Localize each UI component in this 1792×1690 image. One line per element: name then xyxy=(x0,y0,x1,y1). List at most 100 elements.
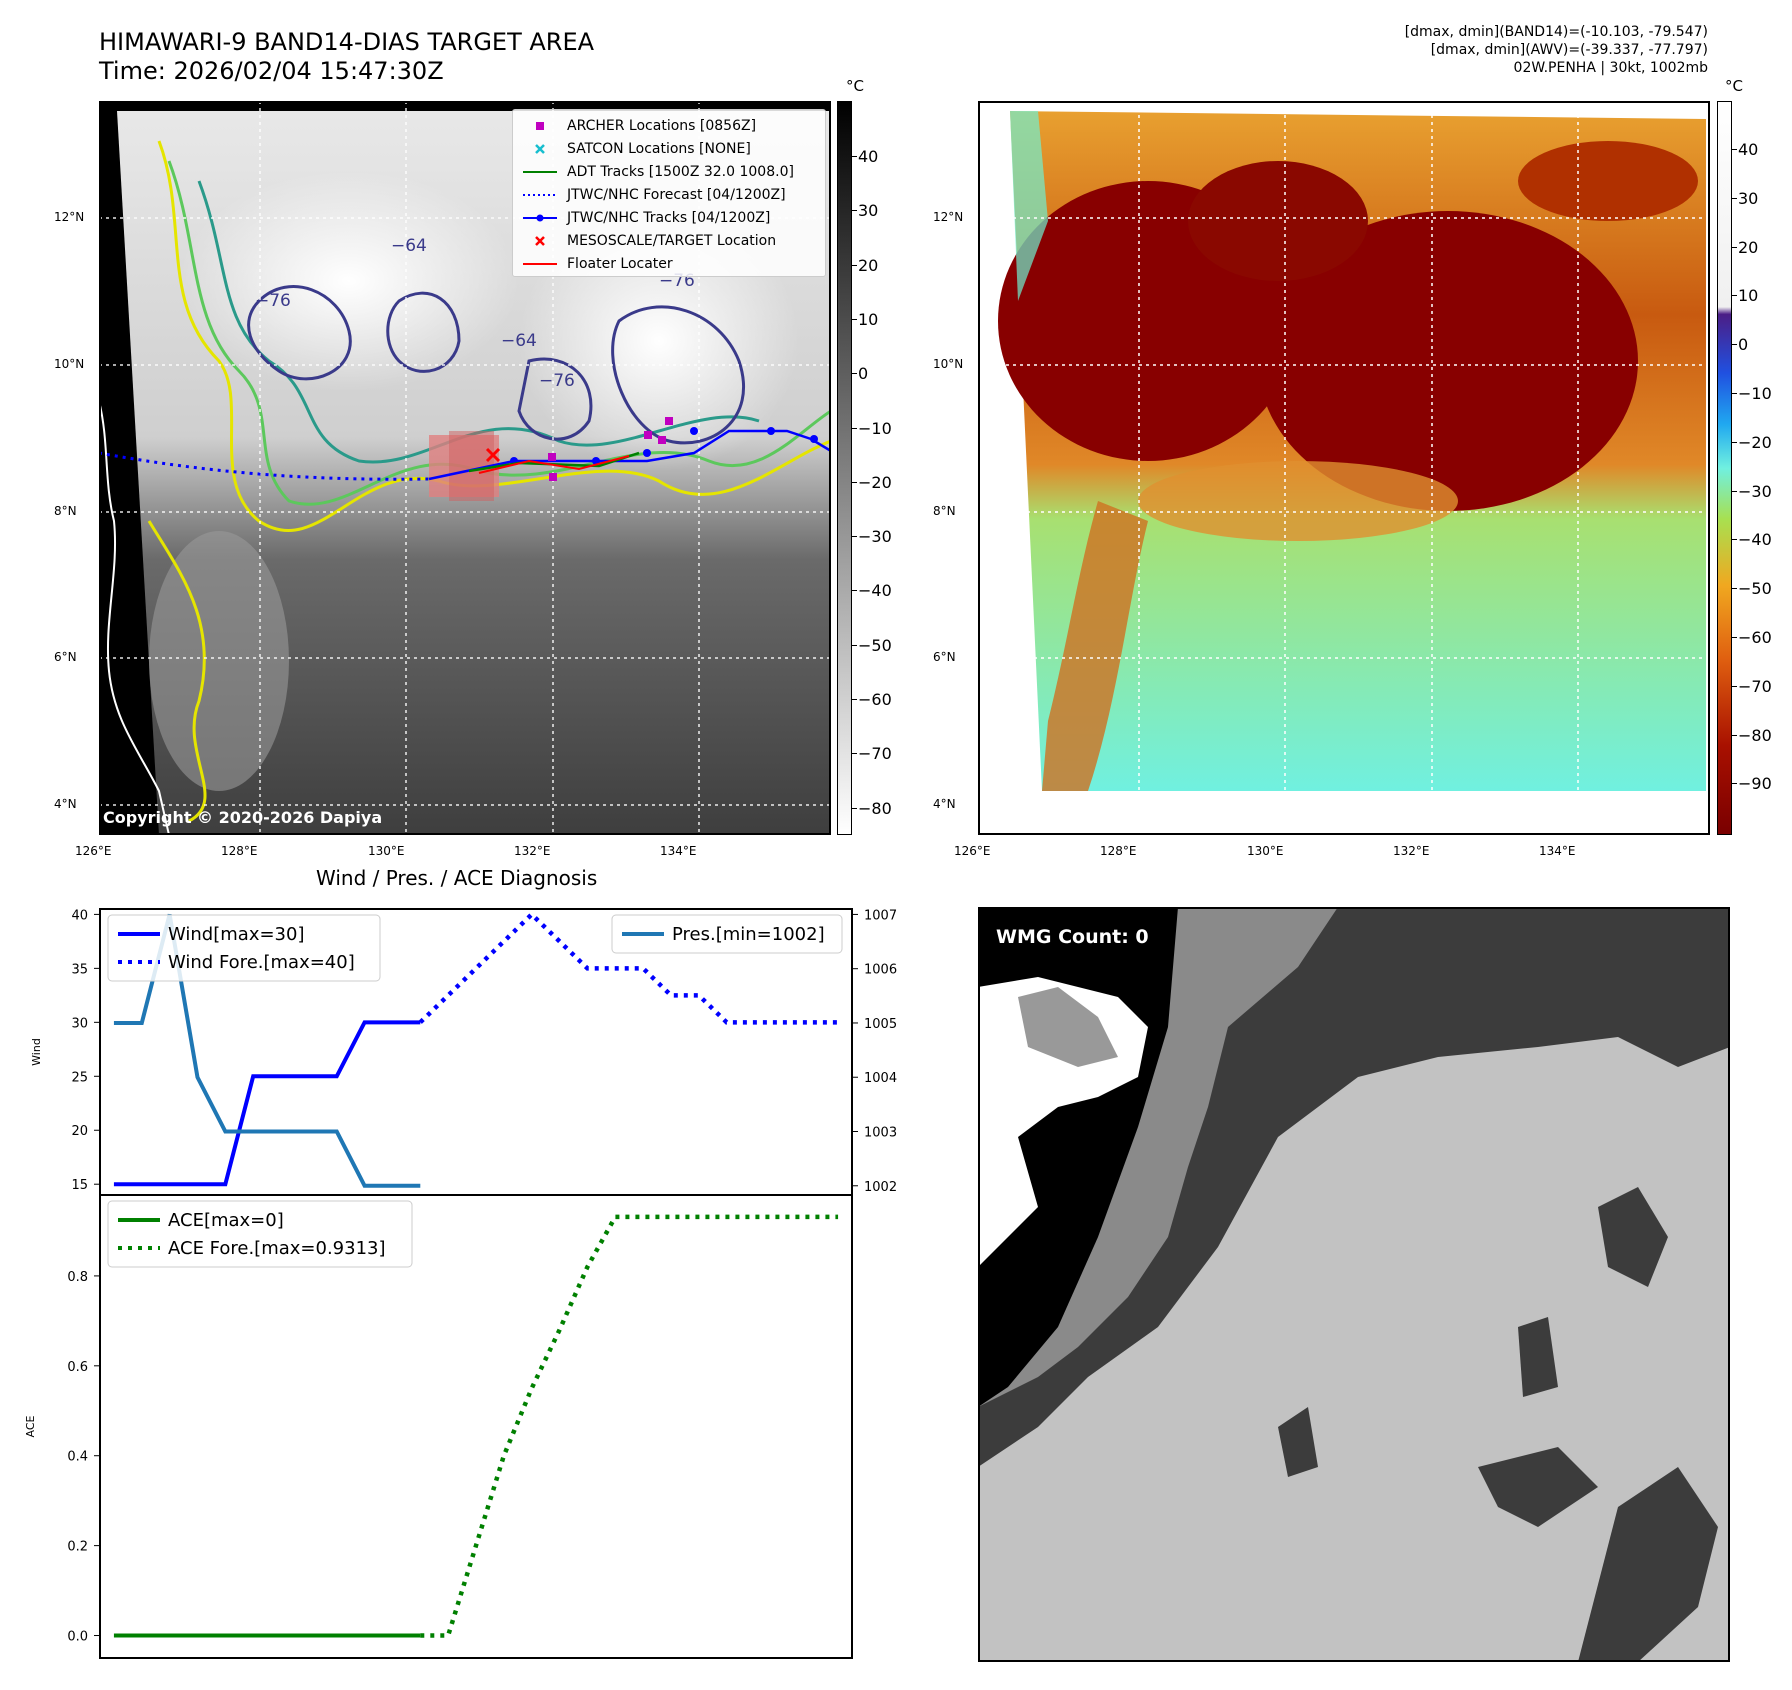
awv-colorbar-tick-mark xyxy=(1732,344,1737,346)
legend-label: Pres.[min=1002] xyxy=(672,924,825,945)
awv-colorbar-tick-label: −20 xyxy=(1738,432,1772,452)
ace-axis-label: ACE xyxy=(24,1415,37,1437)
wind-tick-label: 20 xyxy=(71,1124,88,1139)
band14-colorbar-tick-mark xyxy=(852,264,857,266)
awv-imagery xyxy=(978,101,1710,835)
band14-range-info: [dmax, dmin](BAND14)=(-10.103, -79.547) xyxy=(1404,24,1708,40)
lon-label: 126°E xyxy=(954,844,991,858)
pressure-tick-label: 1006 xyxy=(864,963,897,978)
lon-label: 128°E xyxy=(221,844,258,858)
wind-axis-label: Wind xyxy=(30,1038,43,1066)
legend-symbol-icon xyxy=(523,171,557,173)
awv-colorbar-tick-mark xyxy=(1732,197,1737,199)
lat-label: 12°N xyxy=(54,210,85,224)
legend-label: JTWC/NHC Forecast [04/1200Z] xyxy=(567,187,786,203)
lat-label: 10°N xyxy=(933,357,964,371)
awv-colorbar-unit: °C xyxy=(1725,77,1743,95)
ace-tick-label: 0.8 xyxy=(67,1270,88,1285)
wind-tick-label: 25 xyxy=(71,1070,88,1085)
legend-symbol-icon xyxy=(523,263,557,265)
ace-tick-label: 0.4 xyxy=(67,1450,88,1465)
legend-item: Floater Locater xyxy=(519,254,673,274)
band14-colorbar-tick-label: 40 xyxy=(858,147,879,166)
band14-colorbar-tick-mark xyxy=(852,699,857,700)
band14-colorbar-tick-label: −30 xyxy=(858,527,892,547)
legend-item: ADT Tracks [1500Z 32.0 1008.0] xyxy=(519,162,794,182)
band14-colorbar-tick-mark xyxy=(852,156,857,157)
wind-tick-label: 35 xyxy=(71,962,88,977)
chart-legend xyxy=(107,1200,413,1268)
legend-symbol-icon xyxy=(523,214,557,222)
lat-label: 6°N xyxy=(933,650,956,664)
legend-label: ARCHER Locations [0856Z] xyxy=(567,118,757,134)
pressure-tick-label: 1002 xyxy=(864,1180,897,1195)
legend-symbol-icon xyxy=(535,144,545,154)
band14-colorbar-tick-mark xyxy=(852,481,857,483)
lat-label: 8°N xyxy=(54,504,77,518)
band14-colorbar-tick-mark xyxy=(852,590,857,592)
legend-item: ARCHER Locations [0856Z] xyxy=(519,116,756,136)
copyright-text: Copyright © 2020-2026 Dapiya xyxy=(103,808,383,827)
awv-colorbar-tick-label: −40 xyxy=(1738,530,1772,550)
legend-label: Floater Locater xyxy=(567,256,673,272)
contour-label: −76 xyxy=(539,371,575,391)
awv-map-panel xyxy=(978,101,1710,835)
awv-colorbar-tick-mark xyxy=(1732,393,1737,394)
band14-colorbar-tick-label: 30 xyxy=(858,201,879,221)
figure-time: Time: 2026/02/04 15:47:30Z xyxy=(99,57,444,85)
awv-colorbar-tick-mark xyxy=(1732,246,1737,248)
awv-map-frame xyxy=(978,101,1710,835)
band14-colorbar-tick-mark xyxy=(852,753,857,755)
awv-colorbar-tick-mark xyxy=(1732,490,1737,492)
legend-label: ADT Tracks [1500Z 32.0 1008.0] xyxy=(567,164,794,180)
lon-label: 132°E xyxy=(1393,844,1430,858)
band14-colorbar xyxy=(837,101,852,835)
wind-tick-label: 30 xyxy=(71,1016,88,1031)
awv-colorbar-tick-mark xyxy=(1732,588,1737,590)
lat-label: 8°N xyxy=(933,504,956,518)
wind-tick-label: 15 xyxy=(71,1178,88,1193)
awv-colorbar-tick-label: −30 xyxy=(1738,481,1772,501)
legend-item: SATCON Locations [NONE] xyxy=(519,139,751,159)
lon-label: 130°E xyxy=(1247,844,1284,858)
series-line xyxy=(113,1020,421,1187)
awv-colorbar-tick-label: −70 xyxy=(1738,676,1772,696)
band14-colorbar-tick-label: 0 xyxy=(858,364,869,384)
band14-colorbar-tick-mark xyxy=(852,536,857,538)
lat-label: 4°N xyxy=(933,797,956,811)
lon-label: 134°E xyxy=(1539,844,1576,858)
contour-label: −64 xyxy=(391,236,427,256)
awv-colorbar-tick-label: −50 xyxy=(1738,579,1772,599)
awv-colorbar-tick-mark xyxy=(1732,149,1737,150)
legend-symbol-icon xyxy=(536,122,544,130)
legend-label: SATCON Locations [NONE] xyxy=(567,141,751,157)
awv-colorbar-tick-mark xyxy=(1732,783,1737,785)
contour-label: −76 xyxy=(255,291,291,311)
legend-symbol-icon xyxy=(535,236,545,246)
lon-label: 134°E xyxy=(660,844,697,858)
lat-label: 4°N xyxy=(54,797,77,811)
wmg-panel: WMG Count: 0 xyxy=(978,907,1730,1662)
legend-label: ACE Fore.[max=0.9313] xyxy=(168,1238,386,1259)
contour-label: −64 xyxy=(501,331,537,351)
wmg-imagery xyxy=(978,907,1730,1662)
band14-colorbar-tick-label: −40 xyxy=(858,581,892,601)
figure-title: HIMAWARI-9 BAND14-DIAS TARGET AREA xyxy=(99,28,595,56)
wind-tick-label: 40 xyxy=(71,908,88,923)
lat-label: 12°N xyxy=(933,210,964,224)
diagnosis-chart: 15 20 25 30 35 40 1002 1003 1004 1005 1006 1007 Wind… xyxy=(24,908,897,1659)
band14-colorbar-tick-label: −60 xyxy=(858,690,892,709)
band14-map-panel: −76 −64 −64 −76 −76 ARCHER Locations [08… xyxy=(99,101,831,835)
storm-info: 02W.PENHA | 30kt, 1002mb xyxy=(1513,60,1708,76)
legend-label: MESOSCALE/TARGET Location xyxy=(567,233,777,249)
band14-legend: ARCHER Locations [0856Z] SATCON Locations… xyxy=(512,109,826,277)
band14-colorbar-tick-label: −10 xyxy=(858,418,892,438)
awv-colorbar-tick-label: 0 xyxy=(1738,335,1749,355)
legend-label: Wind Fore.[max=40] xyxy=(168,952,355,973)
awv-colorbar-tick-mark xyxy=(1732,685,1737,687)
ace-axes-frame xyxy=(99,1194,853,1659)
wmg-count-badge: WMG Count: 0 xyxy=(988,923,1157,951)
legend-symbol-icon xyxy=(523,194,557,196)
chart-legend xyxy=(107,914,381,982)
legend-item: JTWC/NHC Forecast [04/1200Z] xyxy=(519,185,786,205)
